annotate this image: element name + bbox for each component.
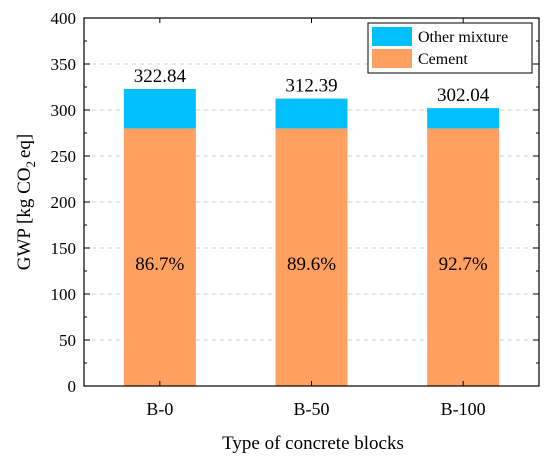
bar-other-mixture	[123, 88, 196, 129]
legend-label: Other mixture	[418, 29, 508, 46]
total-label: 322.84	[134, 66, 187, 87]
y-tick-label: 250	[51, 147, 77, 166]
x-tick-label: B-100	[441, 399, 486, 419]
y-axis-label: GWP [kg CO2 eq]	[14, 134, 38, 271]
y-axis-label-prefix: GWP [kg CO	[14, 168, 35, 271]
y-tick-label: 150	[51, 239, 77, 258]
percent-label: 86.7%	[135, 254, 184, 275]
bar-other-mixture	[275, 98, 348, 129]
total-label: 302.04	[437, 85, 490, 106]
data-labels: 322.84 86.7% 312.39 89.6% 302.04 92.7%	[134, 66, 490, 275]
percent-label: 89.6%	[287, 254, 336, 275]
total-label: 312.39	[285, 76, 337, 97]
legend-swatch	[372, 27, 412, 46]
y-tick-label: 100	[51, 285, 77, 304]
tick-labels: B-0 B-50 B-100 0 50 100 150 200 250 300 350 400	[51, 9, 486, 419]
axes	[83, 17, 540, 387]
y-tick-label: 400	[51, 9, 77, 28]
legend: Other mixture Cement	[367, 22, 533, 74]
y-tick-label: 300	[51, 101, 77, 120]
legend-swatch	[372, 49, 412, 68]
x-tick-label: B-50	[294, 399, 330, 419]
bar-other-mixture	[427, 108, 500, 129]
y-tick-label: 50	[59, 331, 76, 350]
y-tick-label: 350	[51, 55, 77, 74]
bar-cement	[123, 128, 196, 386]
x-tick-label: B-0	[146, 399, 173, 419]
bar-cement	[275, 128, 348, 386]
y-axis-label-sub: 2	[23, 161, 38, 168]
bar-cement	[427, 128, 500, 386]
legend-label: Cement	[418, 51, 468, 68]
bars	[123, 88, 500, 386]
y-tick-label: 0	[68, 377, 77, 396]
y-tick-label: 200	[51, 193, 77, 212]
percent-label: 92.7%	[439, 254, 488, 275]
y-axis-label-suffix: eq]	[14, 134, 35, 158]
x-axis-label: Type of concrete blocks	[222, 433, 404, 454]
